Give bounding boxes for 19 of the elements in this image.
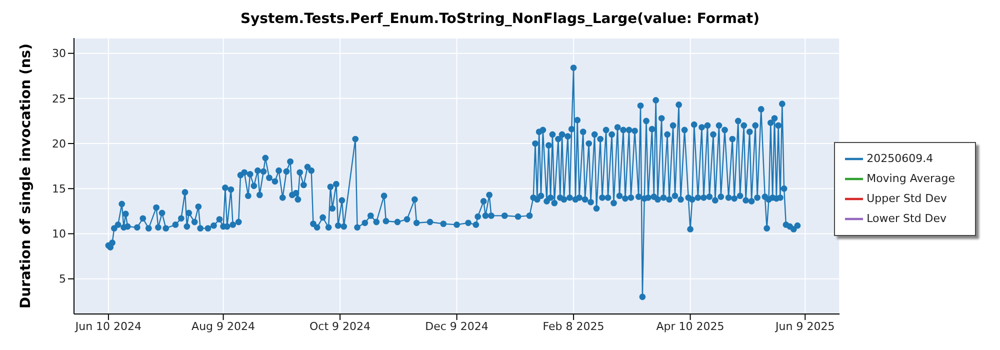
legend-label: Moving Average xyxy=(866,172,955,185)
x-tick-label: Feb 8 2025 xyxy=(542,320,604,333)
y-tick-label: 30 xyxy=(52,47,66,60)
legend-label: 20250609.4 xyxy=(866,152,934,165)
x-tick-label: Dec 9 2024 xyxy=(425,320,488,333)
chart-title: System.Tests.Perf_Enum.ToString_NonFlags_Large(value: Format) xyxy=(239,10,761,29)
y-tick-label: 15 xyxy=(52,182,66,196)
y-tick-label: 25 xyxy=(52,92,66,106)
x-tick-label: Jun 9 2025 xyxy=(774,320,835,333)
y-tick-label: 20 xyxy=(52,137,66,150)
y-tick-label: 10 xyxy=(52,228,66,241)
legend-label: Upper Std Dev xyxy=(866,192,947,205)
x-tick-label: Jun 10 2024 xyxy=(74,320,142,333)
x-tick-label: Apr 10 2025 xyxy=(656,320,724,333)
x-tick-label: Aug 9 2024 xyxy=(192,320,256,333)
x-tick-label: Oct 9 2024 xyxy=(310,320,371,333)
y-axis-title: Duration of single invocation (ns) xyxy=(18,43,34,309)
y-tick-label: 5 xyxy=(59,272,66,286)
legend-label: Lower Std Dev xyxy=(866,212,947,225)
